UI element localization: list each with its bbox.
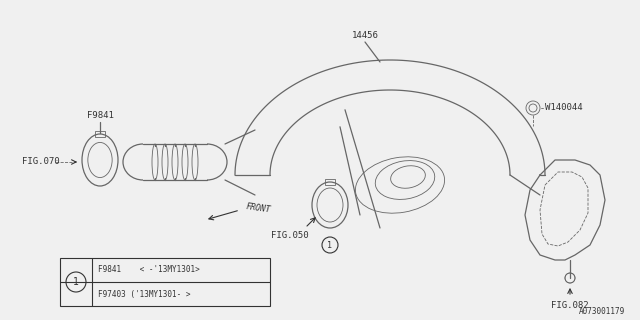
Text: F97403 ('13MY1301- >: F97403 ('13MY1301- > — [98, 290, 191, 299]
Text: 1: 1 — [73, 277, 79, 287]
Bar — [95, 131, 105, 137]
Text: FIG.050: FIG.050 — [271, 230, 309, 239]
Text: FIG.070: FIG.070 — [22, 157, 60, 166]
Bar — [60, 258, 270, 306]
Text: A073001179: A073001179 — [579, 308, 625, 316]
Text: F9841: F9841 — [86, 110, 113, 119]
Bar — [325, 179, 335, 185]
Text: 1: 1 — [328, 241, 333, 250]
Text: W140044: W140044 — [545, 103, 582, 113]
Text: FIG.082: FIG.082 — [551, 300, 589, 309]
Text: 14456: 14456 — [351, 30, 378, 39]
Text: F9841    < -'13MY1301>: F9841 < -'13MY1301> — [98, 266, 200, 275]
Text: FRONT: FRONT — [245, 202, 271, 214]
